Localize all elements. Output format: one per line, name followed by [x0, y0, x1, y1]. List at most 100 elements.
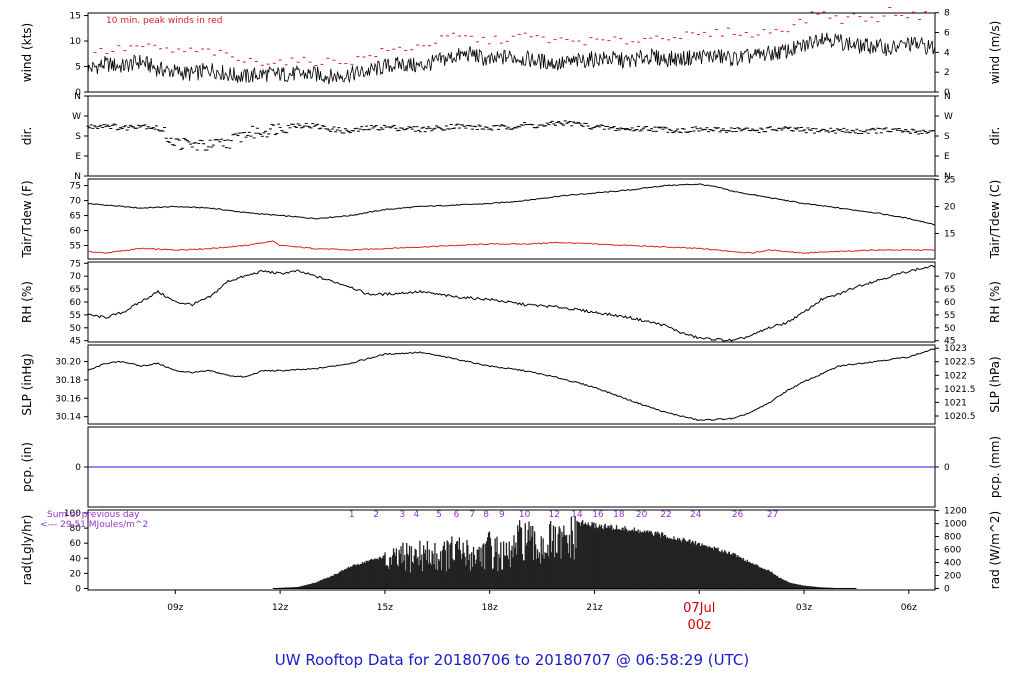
- right-tick-label: 1021.5: [944, 385, 976, 395]
- right-tick-label: 1200: [944, 507, 967, 517]
- panel-frame: [87, 344, 936, 425]
- right-tick-label: 65: [944, 285, 955, 295]
- panel-frame: [87, 178, 936, 260]
- left-tick-label: 45: [70, 337, 81, 347]
- hour-mark-label: 1: [349, 510, 355, 520]
- left-tick-label: 60: [70, 298, 82, 308]
- x-axis: 09z 12z 15z 18z 21z 03z 06z 07Jul 00z: [167, 590, 917, 633]
- right-tick-label: N: [944, 172, 951, 182]
- left-tick-label: 80: [70, 524, 82, 534]
- left-tick-label: 10: [70, 37, 82, 47]
- right-tick-label: 0: [944, 463, 950, 473]
- peak-wind-note: 10 min. peak winds in red: [106, 16, 223, 26]
- left-tick-label: E: [75, 152, 81, 162]
- left-tick-label: 30.18: [55, 376, 81, 386]
- hour-mark-label: 2: [373, 510, 379, 520]
- rh-line: [87, 264, 936, 342]
- left-tick-label: 75: [70, 259, 81, 269]
- right-tick-label: 800: [944, 533, 961, 543]
- hour-mark-label: 6: [454, 510, 460, 520]
- left-tick-label: 100: [64, 509, 81, 519]
- left-tick-label: 60: [70, 227, 82, 237]
- hour-mark-label: 26: [732, 510, 744, 520]
- right-axis-label: SLP (hPa): [988, 356, 1002, 412]
- right-tick-label: 400: [944, 559, 961, 569]
- right-tick-label: 70: [944, 272, 956, 282]
- right-tick-label: 6: [944, 29, 950, 39]
- right-tick-label: 600: [944, 546, 961, 556]
- left-tick-label: 0: [75, 88, 81, 98]
- right-tick-label: 25: [944, 176, 955, 186]
- tair-line: [87, 183, 936, 226]
- day-label: 07Jul: [683, 601, 715, 616]
- right-axis-label: RH (%): [988, 281, 1002, 323]
- hour-mark-label: 24: [690, 510, 702, 520]
- left-tick-label: N: [74, 172, 81, 182]
- left-axis-label: Tair/Tdew (F): [20, 180, 34, 258]
- left-tick-label: 0: [75, 463, 81, 473]
- left-tick-label: 5: [75, 63, 81, 73]
- left-tick-label: 75: [70, 182, 81, 192]
- right-tick-label: 1022: [944, 371, 967, 381]
- left-tick-label: 50: [70, 324, 82, 334]
- day-label-hour: 00z: [688, 618, 712, 633]
- right-tick-label: 2: [944, 68, 950, 78]
- left-tick-label: 20: [70, 569, 82, 579]
- left-tick-label: 70: [70, 197, 82, 207]
- right-axis-label: Tair/Tdew (C): [988, 180, 1002, 260]
- hour-mark-label: 8: [483, 510, 489, 520]
- left-tick-label: 55: [70, 242, 81, 252]
- x-tick-label: 06z: [901, 603, 917, 613]
- hour-mark-label: 7: [469, 510, 475, 520]
- left-axis-label: RH (%): [20, 281, 34, 323]
- hour-mark-label: 14: [571, 510, 583, 520]
- panel-slp: 30.14 30.16 30.18 30.20 1020.5 1021 1021.5 1022…: [20, 344, 1002, 425]
- right-axis-label: rad (W/m^2): [988, 511, 1002, 589]
- left-tick-label: S: [75, 132, 81, 142]
- left-tick-label: 60: [70, 539, 82, 549]
- right-tick-label: 200: [944, 572, 961, 582]
- right-tick-label: 0: [944, 88, 950, 98]
- slp-line: [87, 348, 935, 421]
- right-axis-label: wind (m/s): [988, 21, 1002, 85]
- left-axis-label: pcp. (in): [20, 442, 34, 492]
- left-tick-label: 30.20: [55, 358, 81, 368]
- panel-rad: 020406080100020040060080010001200rad(Lgl…: [20, 507, 1002, 595]
- right-tick-label: 1020.5: [944, 412, 976, 422]
- hour-mark-label: 18: [613, 510, 625, 520]
- panel-wind: 0 5 10 15 0 2 4 6 8 wind (kts) wind (m/s) 10 min. p…: [20, 7, 1002, 98]
- hour-mark-label: 27: [767, 510, 778, 520]
- right-tick-label: 55: [944, 311, 955, 321]
- left-tick-label: W: [72, 112, 81, 122]
- tdew-line: [88, 240, 936, 254]
- right-tick-label: S: [944, 132, 950, 142]
- right-tick-label: 60: [944, 298, 956, 308]
- hour-mark-label: 16: [592, 510, 604, 520]
- hour-mark-label: 5: [436, 510, 442, 520]
- right-tick-label: 8: [944, 9, 950, 19]
- left-tick-label: 40: [70, 554, 82, 564]
- left-tick-label: N: [74, 92, 81, 102]
- right-tick-label: 15: [944, 230, 955, 240]
- left-tick-label: 30.14: [55, 413, 81, 423]
- right-tick-label: 1000: [944, 520, 967, 530]
- x-tick-label: 12z: [272, 603, 288, 613]
- left-axis-label: dir.: [20, 127, 34, 146]
- left-tick-label: 70: [70, 272, 82, 282]
- right-tick-label: 1022.5: [944, 358, 976, 368]
- hour-mark-label: 12: [549, 510, 560, 520]
- panel-temp: 55 60 65 70 75 15 20 25 Tair/Tdew (F) Tair/Tdew (…: [20, 176, 1002, 260]
- x-tick-label: 21z: [586, 603, 602, 613]
- left-axis-label: SLP (inHg): [20, 353, 34, 415]
- right-tick-label: 1021: [944, 398, 967, 408]
- wind-mean-line: [87, 32, 936, 85]
- hour-mark-label: 22: [660, 510, 671, 520]
- x-tick-label: 09z: [167, 603, 183, 613]
- left-tick-label: 65: [70, 212, 81, 222]
- x-tick-label: 15z: [377, 603, 393, 613]
- right-axis-label: pcp. (mm): [988, 436, 1002, 498]
- panel-pcp: 0 0 pcp. (in) pcp. (mm): [20, 426, 1002, 508]
